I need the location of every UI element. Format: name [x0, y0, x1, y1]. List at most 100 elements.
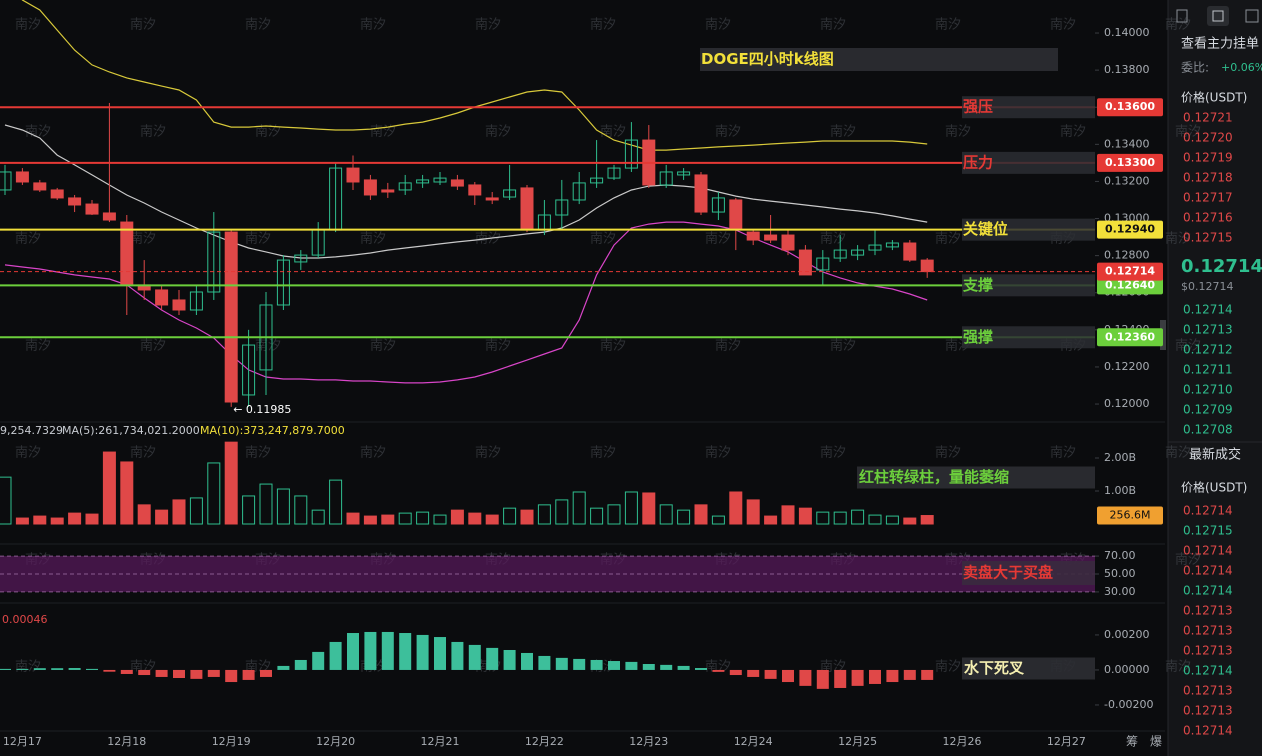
candle-body: [746, 231, 760, 241]
volume-bar: [120, 461, 134, 525]
volume-bar: [398, 512, 412, 525]
bid-price: 0.12712: [1183, 343, 1233, 357]
watermark: 南汐: [945, 124, 971, 140]
candle-body: [868, 244, 882, 251]
trade-price: 0.12713: [1183, 684, 1233, 698]
macd-bar: [173, 669, 185, 679]
trade-price: 0.12714: [1183, 724, 1233, 738]
bid-price: 0.12714: [1183, 303, 1233, 317]
candle-body: [798, 249, 812, 276]
volume-bar: [816, 511, 830, 525]
ask-price: 0.12721: [1183, 111, 1233, 125]
level-price: 0.12940: [1105, 223, 1155, 236]
y-tick-label: 0.13800: [1104, 63, 1150, 76]
last-price: 0.12714: [1181, 256, 1262, 277]
candle-body: [276, 259, 290, 306]
candle-body: [433, 177, 447, 183]
level-name-box: [962, 326, 1095, 349]
volume-bar: [833, 511, 847, 525]
icon[interactable]: [1176, 9, 1188, 23]
band-line: [21, 0, 928, 151]
bid-price: 0.12710: [1183, 383, 1233, 397]
candle-body: [659, 171, 673, 186]
macd-bar: [68, 668, 81, 670]
macd-bar: [573, 658, 586, 670]
macd-bar: [782, 669, 794, 683]
volume-bar: [294, 495, 308, 525]
macd-bar: [138, 669, 151, 676]
watermark: 南汐: [590, 445, 616, 461]
macd-bar: [869, 669, 881, 684]
level-price-box: [1097, 98, 1163, 117]
watermark: 南汐: [255, 124, 281, 140]
ask-price: 0.12718: [1183, 171, 1233, 185]
watermark: 南汐: [590, 17, 616, 33]
volume-bar: [920, 515, 934, 525]
watermark: 南汐: [25, 124, 51, 140]
candle-body: [0, 171, 12, 191]
watermark: 南汐: [935, 17, 961, 33]
watermark: 南汐: [15, 17, 41, 33]
watermark: 南汐: [1175, 124, 1201, 140]
watermark: 南汐: [140, 338, 166, 354]
volume-bar: [624, 491, 638, 525]
volume-bar: [137, 504, 151, 525]
annotation: 卖盘大于买盘: [963, 564, 1053, 582]
x-tick-label: 12月20: [316, 735, 355, 748]
macd-bar: [712, 669, 725, 672]
annotation-box: [857, 466, 1095, 489]
y-tick-label: 0.00000: [1104, 663, 1150, 676]
trade-price: 0.12713: [1183, 704, 1233, 718]
volume-bar: [781, 505, 795, 525]
trade-price: 0.12714: [1183, 544, 1233, 558]
watermark: 南汐: [705, 445, 731, 461]
bid-price: 0.12708: [1183, 423, 1233, 437]
macd-bar: [886, 669, 899, 683]
y-tick-label: 0.13200: [1104, 174, 1150, 187]
candle-body: [816, 257, 830, 271]
watermark: 南汐: [245, 231, 271, 247]
candle-body: [85, 203, 99, 215]
candle-body: [677, 171, 691, 176]
level-name: 强压: [963, 98, 993, 116]
icon[interactable]: [1207, 6, 1229, 26]
volume-bar: [346, 512, 360, 525]
macd-bar: [921, 669, 934, 680]
trade-price: 0.12714: [1183, 564, 1233, 578]
watermark: 南汐: [15, 445, 41, 461]
icon[interactable]: [1245, 9, 1259, 23]
trade-price: 0.12713: [1183, 624, 1233, 638]
level-name-box: [962, 151, 1095, 174]
volume-legend: MA(5):261,734,021.2000: [62, 424, 200, 437]
candle-body: [885, 242, 899, 248]
title-box: [700, 48, 1058, 71]
y-tick-label: 0.12800: [1104, 249, 1150, 262]
level-price: 0.12360: [1105, 330, 1155, 343]
level-name: 强撑: [963, 328, 993, 346]
x-tick-label: 12月27: [1047, 735, 1086, 748]
volume-legend: 9,254.7329: [0, 424, 63, 437]
watermark: 南汐: [1165, 17, 1191, 33]
watermark: 南汐: [590, 231, 616, 247]
volume-bar: [607, 504, 621, 525]
level-price: 0.12640: [1105, 278, 1155, 291]
macd-bar: [434, 637, 446, 670]
trade-price: 0.12714: [1183, 584, 1233, 598]
icon[interactable]: [1212, 10, 1224, 22]
candle-body: [68, 197, 82, 206]
level-price-box: [1097, 328, 1163, 347]
volume-bar: [416, 511, 430, 525]
volume-bar: [659, 504, 673, 525]
y-tick-label: -0.00200: [1104, 698, 1153, 711]
macd-bar: [851, 669, 864, 686]
candle-body: [503, 189, 517, 198]
watermark: 南汐: [935, 445, 961, 461]
watermark: 南汐: [600, 124, 626, 140]
watermark: 南汐: [475, 445, 501, 461]
candle-body: [729, 199, 743, 231]
volume-bar: [172, 499, 186, 525]
volume-bar: [189, 497, 203, 525]
macd-bar: [521, 652, 533, 670]
volume-bar: [485, 514, 499, 525]
